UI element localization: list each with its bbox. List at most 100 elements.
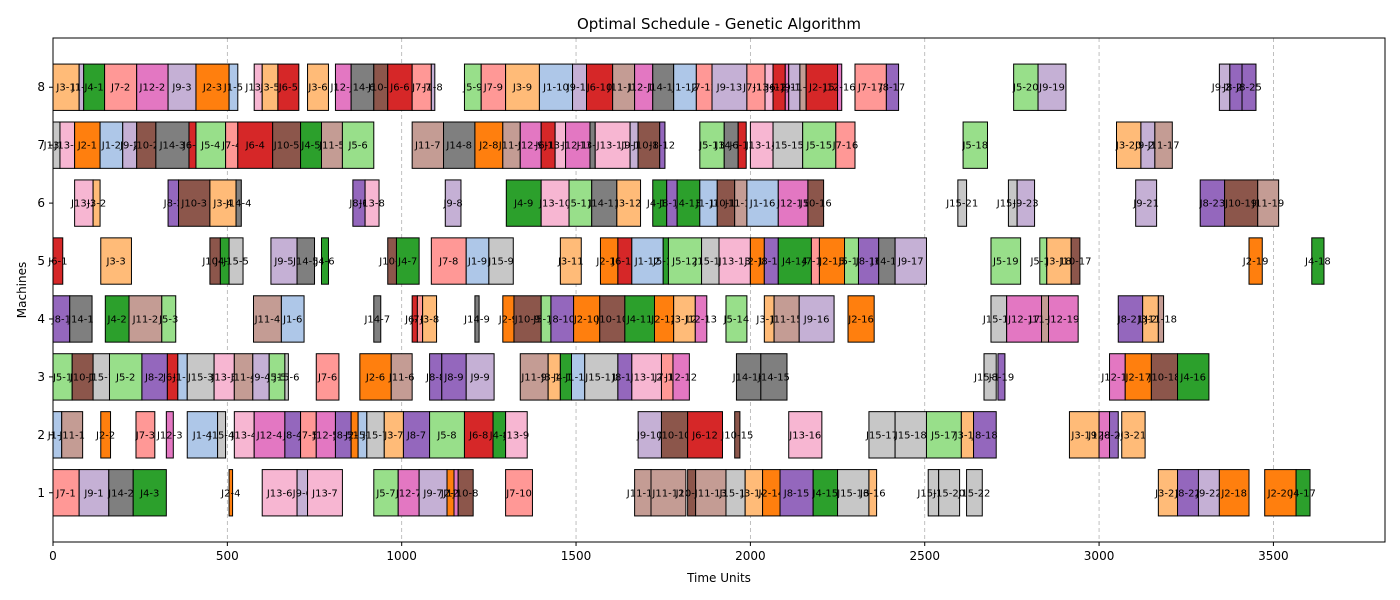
task-label: J10-10 <box>595 314 628 325</box>
task-bar <box>217 411 227 459</box>
task-label: J9-23 <box>1012 199 1039 210</box>
task-bar-group: J12-10 <box>561 121 594 169</box>
task-bar-group: J14-8 <box>443 121 476 169</box>
task-bar <box>186 411 219 459</box>
task-bar-group: J1-9 <box>465 237 490 285</box>
task-bar <box>868 411 896 459</box>
task-bar <box>885 63 900 111</box>
task-label: J9-21 <box>1132 199 1159 210</box>
task-label: J9-23 <box>1211 83 1238 94</box>
task-label: J11-12 <box>651 488 684 499</box>
task-bar-group: J11-13 <box>694 469 727 517</box>
x-tick-label: 3500 <box>1258 549 1289 563</box>
task-bar-group: J3-21 <box>1154 469 1181 517</box>
task-label: J1-5 <box>223 83 243 94</box>
task-label: J9-6 <box>292 488 312 499</box>
task-label: J3-7 <box>383 430 403 441</box>
task-label: J15-7 <box>362 430 389 441</box>
task-label: J12-3 <box>156 430 183 441</box>
task-label: J13-3 <box>210 372 237 383</box>
task-bar <box>1264 469 1297 517</box>
task-label: J5-1 <box>52 372 72 383</box>
task-bar <box>444 179 462 227</box>
task-bar <box>186 353 215 401</box>
task-bar-group: J2-20 <box>1264 469 1297 517</box>
x-axis-ticks: 0 500 1000 1500 2000 2500 3000 3500 <box>49 542 1289 563</box>
task-label: J14-11 <box>587 199 620 210</box>
task-bar <box>788 411 823 459</box>
task-bar <box>373 295 382 343</box>
task-label: J11-9 <box>498 141 525 152</box>
task-bar-group: J3-9 <box>505 63 540 111</box>
task-bar-group: J2-15 <box>818 237 846 285</box>
task-bar <box>1311 237 1325 285</box>
task-bar <box>565 121 591 169</box>
task-label: J9-9 <box>469 372 489 383</box>
task-label: J10-8 <box>452 488 479 499</box>
task-bar-group: J2-18 <box>1218 469 1250 517</box>
task-bar-group: J7-10 <box>505 469 533 517</box>
task-bar <box>505 469 533 517</box>
task-label: J12-12 <box>664 372 697 383</box>
task-bar <box>1199 179 1226 227</box>
task-label: J7-16 <box>832 141 859 152</box>
task-bar <box>465 353 495 401</box>
task-label: J12-17 <box>1100 372 1133 383</box>
task-label: J13-4 <box>230 430 257 441</box>
task-bar-group: J3-2 <box>86 179 106 227</box>
task-bar-group: J11-18 <box>1144 295 1177 343</box>
task-bar <box>990 237 1022 285</box>
task-bar-group: J5-18 <box>961 121 988 169</box>
task-bar-group: J14-11 <box>646 63 679 111</box>
task-label: J2-17 <box>1124 372 1151 383</box>
task-bar <box>359 353 392 401</box>
task-label: J11-15 <box>770 314 803 325</box>
task-bar <box>694 295 708 343</box>
task-bar-group: J15-22 <box>957 469 990 517</box>
task-bar <box>513 295 542 343</box>
task-bar <box>364 179 380 227</box>
task-bar <box>631 237 664 285</box>
task-label: J15-1 <box>87 372 114 383</box>
task-bar-group: J3-16 <box>859 469 886 517</box>
task-label: J8-12 <box>658 199 685 210</box>
task-label: J2-3 <box>202 83 222 94</box>
task-label: J4-9 <box>513 199 533 210</box>
task-bars: J3-1J1-2J4-1 J7-2 J12-2 J9-3 J2-3 J1-5 J13-5J3… <box>43 63 1331 517</box>
task-label: J3-19 <box>1070 430 1097 441</box>
task-label: J1-11 <box>564 372 591 383</box>
task-label: J4-12 <box>646 199 673 210</box>
task-bar <box>594 121 631 169</box>
task-label: J9-11 <box>620 141 647 152</box>
task-bar-group: J10-5 <box>272 121 302 169</box>
task-label: J8-3 <box>163 199 183 210</box>
task-bar-group: J13-10 <box>538 179 571 227</box>
task-bar-group: J8-12 <box>649 121 675 169</box>
task-label: J13-10 <box>538 199 571 210</box>
task-label: J11-9 <box>520 372 547 383</box>
task-bar-group: J2-17 <box>1124 353 1152 401</box>
task-bar <box>1070 237 1081 285</box>
task-label: J14-3 <box>159 141 186 152</box>
task-bar-group: J11-15 <box>770 295 803 343</box>
task-label: J9-10 <box>636 430 663 441</box>
task-label: J9-10 <box>566 83 593 94</box>
task-bar-group: J10-17 <box>1059 237 1092 285</box>
task-label: J7-6 <box>317 372 337 383</box>
task-bar <box>966 469 983 517</box>
task-label: J2-19 <box>1242 257 1269 268</box>
task-label: J9-14 <box>780 83 807 94</box>
task-bar-group: J14-3 <box>155 121 190 169</box>
task-bar <box>195 63 230 111</box>
x-tick-label: 2000 <box>735 549 766 563</box>
task-bar <box>1177 353 1210 401</box>
task-label: J12-9 <box>517 141 544 152</box>
task-bar <box>100 411 112 459</box>
task-bar-group: J1-4 <box>186 411 219 459</box>
task-label: J2-8 <box>478 141 498 152</box>
task-bar <box>650 469 687 517</box>
task-bar <box>209 179 237 227</box>
x-tick-label: 500 <box>216 549 239 563</box>
task-label: J15-22 <box>957 488 990 499</box>
task-bar <box>1241 63 1257 111</box>
